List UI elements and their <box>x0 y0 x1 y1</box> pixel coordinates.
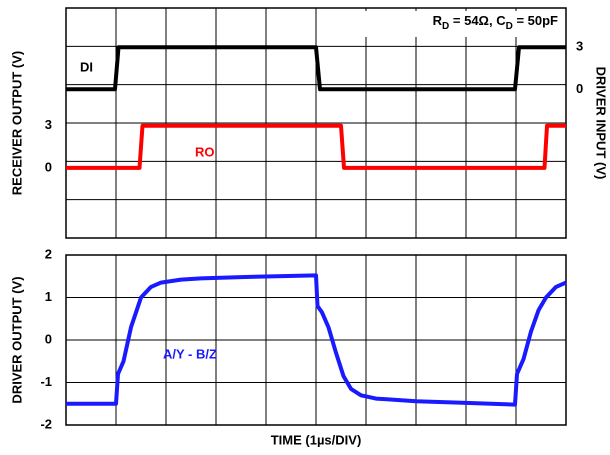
series-label: A/Y - B/Z <box>163 346 217 361</box>
y-tick-label: 0 <box>45 331 52 346</box>
y-tick-label: 0 <box>45 159 52 174</box>
annotation-part: = 54Ω, C <box>449 13 506 28</box>
y-tick-label: -2 <box>40 416 52 431</box>
y2-axis-label: DRIVER INPUT (V) <box>594 67 609 180</box>
series-label: RO <box>195 144 215 159</box>
y2-tick-label: 0 <box>576 81 583 96</box>
series-line <box>66 123 566 170</box>
annotation-bg <box>362 11 563 37</box>
x-axis-label: TIME (1µs/DIV) <box>271 432 362 447</box>
annotation-part: D <box>506 21 513 32</box>
series-label: DI <box>80 59 93 74</box>
y-tick-label: -1 <box>40 374 52 389</box>
annotation-part: R <box>433 13 443 28</box>
y-tick-label: 3 <box>45 117 52 132</box>
series-line <box>66 45 566 92</box>
annotation-part: D <box>442 21 449 32</box>
y-tick-label: 1 <box>45 289 52 304</box>
y2-tick-label: 3 <box>576 39 583 54</box>
series-line <box>66 273 567 407</box>
y-axis-label: DRIVER OUTPUT (V) <box>9 276 24 403</box>
annotation-part: = 50pF <box>513 13 558 28</box>
y-axis-label: RECEIVER OUTPUT (V) <box>9 51 24 195</box>
y-tick-label: 2 <box>45 246 52 261</box>
annotation: RD = 54Ω, CD = 50pF <box>433 13 558 31</box>
